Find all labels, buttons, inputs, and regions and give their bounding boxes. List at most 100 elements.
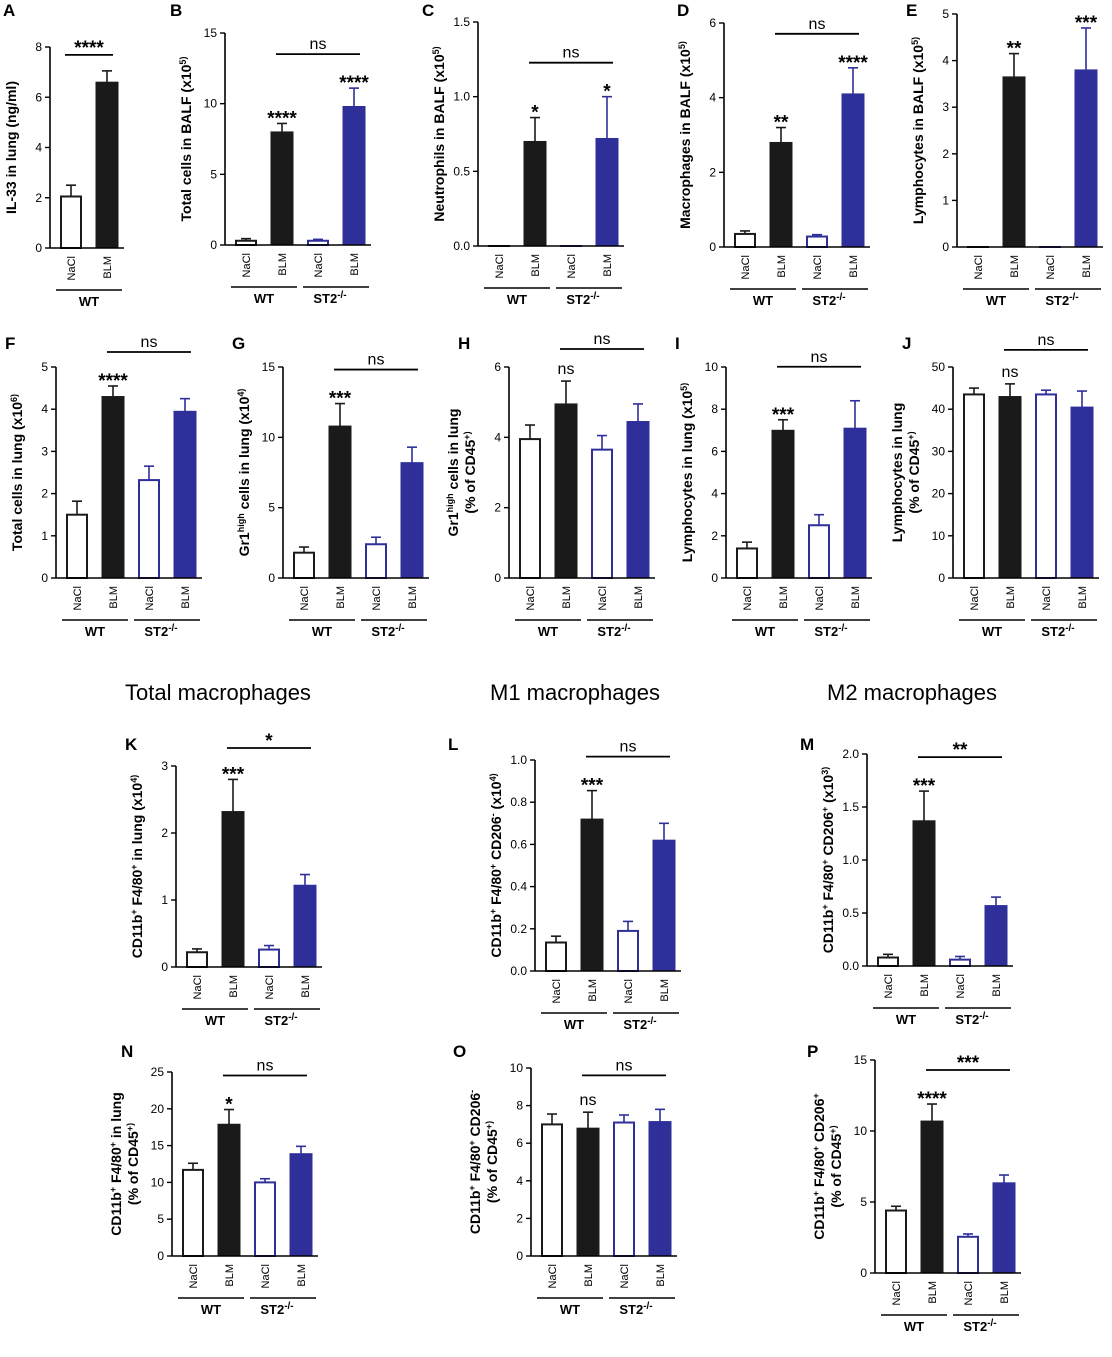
label-segment: CD11b xyxy=(820,910,836,954)
y-tick-label: 15 xyxy=(854,1053,868,1067)
significance-label: ** xyxy=(774,113,789,134)
panel-letter-o: O xyxy=(453,1042,466,1061)
label-segment: (% of CD45 xyxy=(828,1133,844,1207)
y-axis-label: CD11b+ F4/80+ CD206- (x104) xyxy=(488,773,504,957)
label-segment: CD11b xyxy=(467,1191,483,1235)
significance-label: * xyxy=(531,103,539,124)
bar xyxy=(950,960,970,966)
significance-label: **** xyxy=(267,108,297,129)
group-label-wt: WT xyxy=(79,294,99,309)
bar xyxy=(96,82,118,248)
group-label-st2: ST2-/- xyxy=(264,1012,297,1029)
bar xyxy=(627,422,649,578)
category-label: BLM xyxy=(102,256,114,279)
category-label: BLM xyxy=(335,586,347,609)
group-label-wt: WT xyxy=(564,1017,584,1032)
y-tick-label: 0 xyxy=(711,571,718,585)
y-tick-label: 2 xyxy=(711,529,718,543)
y-tick-label: 30 xyxy=(932,444,946,458)
bar xyxy=(809,525,829,578)
y-tick-label: 6 xyxy=(709,16,716,30)
bar xyxy=(592,450,612,578)
category-label: BLM xyxy=(927,1281,939,1304)
category-label: NaCl xyxy=(597,586,609,610)
category-label: NaCl xyxy=(742,586,754,610)
bar xyxy=(174,411,196,578)
group-label-st2: ST2-/- xyxy=(260,1301,293,1318)
group-label-text: ST2 xyxy=(963,1319,987,1334)
category-label: BLM xyxy=(1009,255,1021,278)
bar xyxy=(842,94,864,247)
label-segment: (x10 xyxy=(488,781,504,813)
group-label-wt: WT xyxy=(986,293,1006,308)
y-tick-label: 40 xyxy=(932,402,946,416)
significance-label: *** xyxy=(1075,13,1098,34)
y-axis-label-group: CD11b+ F4/80+ CD206+ (x103) xyxy=(820,767,836,953)
y-tick-label: 8 xyxy=(35,40,42,54)
y-tick-label: 10 xyxy=(705,360,719,374)
group-label-st2: ST2-/- xyxy=(566,291,599,308)
category-label: BLM xyxy=(277,253,289,276)
group-label-superscript: -/- xyxy=(979,1011,988,1022)
bar xyxy=(735,234,755,247)
bracket-label: **** xyxy=(74,38,104,59)
group-label-wt: WT xyxy=(538,624,558,639)
bar xyxy=(596,138,618,246)
category-label: NaCl xyxy=(66,256,78,280)
y-tick-label: 0.0 xyxy=(453,239,470,253)
bar xyxy=(1071,407,1093,578)
category-label: NaCl xyxy=(264,975,276,999)
y-tick-label: 10 xyxy=(510,1061,524,1075)
panel-letter-l: L xyxy=(448,735,458,754)
label-segment: Gr1 xyxy=(236,532,252,556)
label-segment: F4/80 xyxy=(108,1147,124,1187)
group-label-superscript: -/- xyxy=(168,623,177,634)
y-tick-label: 4 xyxy=(494,430,501,444)
y-tick-label: 5 xyxy=(942,7,949,21)
label-segment: CD11b xyxy=(129,915,145,959)
bar xyxy=(649,1122,671,1256)
y-tick-label: 10 xyxy=(204,97,218,111)
y-axis-label-group: Gr1high cells in lung(% of CD45+) xyxy=(445,409,478,537)
label-segment: F4/80 xyxy=(811,1151,827,1191)
group-label-wt: WT xyxy=(753,293,773,308)
y-axis-label-group: CD11b+ F4/80+ in lung(% of CD45+) xyxy=(108,1092,141,1236)
y-tick-label: 0.0 xyxy=(842,959,859,973)
bar xyxy=(61,196,81,248)
y-axis-label-group: Neutrophils in BALF (x105) xyxy=(431,46,447,221)
group-label-text: ST2 xyxy=(260,1302,284,1317)
category-label: NaCl xyxy=(740,255,752,279)
label-segment: Gr1 xyxy=(445,512,461,536)
bar xyxy=(772,430,794,578)
category-label: NaCl xyxy=(192,975,204,999)
bar xyxy=(542,1124,562,1256)
label-segment: cells in lung xyxy=(445,409,461,494)
y-axis-label: CD11b+ F4/80+ CD206-(% of CD45+) xyxy=(467,1090,500,1234)
category-label: BLM xyxy=(108,586,120,609)
y-tick-label: 0 xyxy=(41,571,48,585)
category-label: BLM xyxy=(228,975,240,998)
label-segment: high xyxy=(445,493,455,512)
bar xyxy=(271,132,293,245)
category-label: NaCl xyxy=(72,586,84,610)
label-segment: CD206 xyxy=(467,1093,483,1141)
y-axis-label: Gr1high cells in lung(% of CD45+) xyxy=(445,409,478,537)
group-label-st2: ST2-/- xyxy=(814,623,847,640)
y-tick-label: 5 xyxy=(157,1212,164,1226)
category-label: BLM xyxy=(583,1264,595,1287)
bracket-label: ns xyxy=(616,1057,633,1074)
label-segment: +) xyxy=(828,1125,838,1133)
y-tick-label: 1.0 xyxy=(453,90,470,104)
bar xyxy=(1075,70,1097,247)
group-label-text: ST2 xyxy=(619,1302,643,1317)
group-label-text: ST2 xyxy=(566,292,590,307)
category-label: NaCl xyxy=(969,586,981,610)
y-tick-label: 0.0 xyxy=(510,964,527,978)
category-label: NaCl xyxy=(494,254,506,278)
y-tick-label: 1 xyxy=(161,893,168,907)
label-segment: 3) xyxy=(820,767,830,775)
